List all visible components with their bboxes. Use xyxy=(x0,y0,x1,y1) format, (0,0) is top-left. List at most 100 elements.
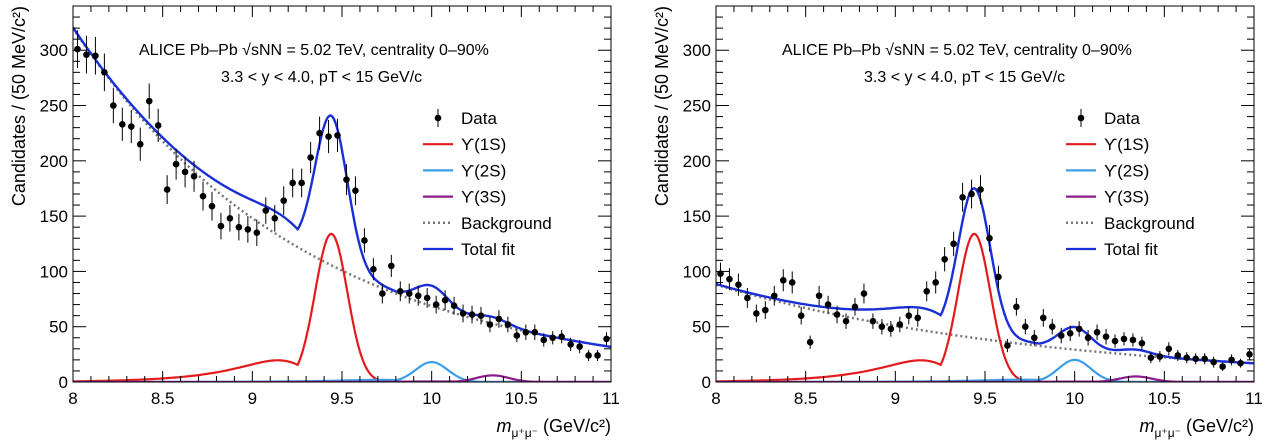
data-point xyxy=(450,302,458,309)
legend: Data ϒ(1S) ϒ(2S) ϒ(3S) Background Total fit xyxy=(1066,109,1195,259)
y-axis-title: Candidates / (50 MeV/c²) xyxy=(652,6,672,206)
x-axis: 8 8.5 9 9.5 10 10.5 11 xyxy=(711,6,1263,408)
y-tick-label: 150 xyxy=(683,207,711,226)
data-point xyxy=(1147,354,1155,361)
data-point xyxy=(244,226,252,233)
legend-label: Background xyxy=(1104,214,1195,233)
data-point xyxy=(513,332,521,339)
x-axis-title-main: m xyxy=(496,416,511,436)
data-point xyxy=(959,194,966,201)
x-tick-label: 11 xyxy=(602,389,620,408)
data-point xyxy=(361,237,368,244)
x-tick-label: 10.5 xyxy=(505,389,538,408)
legend-label: ϒ(2S) xyxy=(1104,161,1149,180)
data-point xyxy=(1174,352,1182,359)
data-point xyxy=(432,301,440,308)
y-tick-label: 200 xyxy=(40,152,68,171)
data-point xyxy=(1201,355,1208,363)
y-tick-label: 300 xyxy=(683,41,711,60)
y-tick-label: 100 xyxy=(683,262,711,281)
data-point xyxy=(1039,314,1047,322)
data-point xyxy=(181,168,189,176)
data-point xyxy=(1004,342,1011,349)
y-tick-label: 0 xyxy=(702,373,711,392)
data-point xyxy=(717,270,724,277)
legend-marker xyxy=(1077,114,1085,122)
data-point xyxy=(262,207,270,214)
y-tick-label: 0 xyxy=(59,373,68,392)
y-axis-title: Candidates / (50 MeV/c²) xyxy=(9,6,29,206)
data-point xyxy=(1022,323,1029,331)
data-point xyxy=(603,335,610,343)
data-point xyxy=(136,140,144,148)
annotation-collaboration: ALICE Pb–Pb √sNN = 5.02 TeV, centrality … xyxy=(782,42,1132,59)
x-tick-label: 8 xyxy=(68,389,77,408)
x-tick-label: 8 xyxy=(711,389,720,408)
data-point xyxy=(154,122,162,129)
data-point xyxy=(558,333,565,340)
data-point xyxy=(119,121,126,128)
data-point xyxy=(477,312,485,319)
signal-curve-ϒ(1S) xyxy=(73,232,611,382)
data-point xyxy=(325,133,332,140)
data-point xyxy=(1129,336,1137,344)
data-point xyxy=(869,317,877,325)
data-point xyxy=(1192,355,1200,363)
background-curve xyxy=(73,27,611,349)
legend-label: Background xyxy=(461,214,552,233)
y-axis: 0 50 100 150 200 250 300 xyxy=(683,5,1254,392)
data-point xyxy=(797,312,805,319)
chart-panel-left: 8 8.5 9 9.5 10 10.5 11 0 50 100 150 200 250 300 Candid… xyxy=(9,5,620,440)
data-point xyxy=(343,176,350,183)
legend-label: Total fit xyxy=(461,240,515,259)
data-point xyxy=(190,173,198,180)
data-point xyxy=(1156,353,1164,360)
data-point xyxy=(388,262,395,270)
data-point xyxy=(860,290,868,297)
legend-label: Data xyxy=(1104,109,1140,128)
x-tick-label: 11 xyxy=(1245,389,1263,408)
y-axis: 0 50 100 150 200 250 300 xyxy=(40,5,611,392)
data-point xyxy=(842,317,850,325)
data-point xyxy=(1237,359,1244,367)
annotation-kinematics: 3.3 < y < 4.0, pT < 15 GeV/c xyxy=(221,69,422,86)
data-point xyxy=(531,328,539,336)
data-point xyxy=(1228,356,1235,364)
data-point xyxy=(1102,333,1110,340)
data-point xyxy=(824,301,832,308)
data-point xyxy=(334,132,341,139)
data-point xyxy=(950,240,957,248)
legend-label: Total fit xyxy=(1104,240,1158,259)
data-point xyxy=(1075,325,1083,333)
y-tick-label: 50 xyxy=(49,318,68,337)
data-point xyxy=(163,186,171,193)
data-point xyxy=(1246,351,1253,358)
plot-frame xyxy=(72,5,612,383)
data-point xyxy=(423,294,431,302)
legend-label: ϒ(3S) xyxy=(1104,188,1149,207)
x-tick-label: 8.5 xyxy=(794,389,818,408)
data-point xyxy=(280,197,288,204)
data-point xyxy=(1084,334,1092,342)
data-point xyxy=(914,314,922,322)
y-tick-label: 200 xyxy=(683,152,711,171)
data-point xyxy=(977,186,984,193)
data-point xyxy=(101,69,108,76)
legend-marker xyxy=(434,114,442,122)
data-point xyxy=(298,179,305,187)
data-point xyxy=(594,352,601,359)
total-fit-curve xyxy=(73,26,611,349)
x-axis-title-sub: μ⁺μ⁻ xyxy=(511,426,538,440)
data-point xyxy=(576,343,583,350)
legend-label: Data xyxy=(461,109,497,128)
data-point xyxy=(352,187,359,194)
data-point xyxy=(127,123,135,130)
data-point xyxy=(762,306,769,314)
data-point xyxy=(504,321,512,328)
data-point xyxy=(815,292,823,300)
legend-label: ϒ(1S) xyxy=(461,135,506,154)
data-point xyxy=(199,192,207,200)
data-point xyxy=(968,190,975,198)
x-axis-title: mμ⁺μ⁻ (GeV/c²) xyxy=(496,416,611,440)
